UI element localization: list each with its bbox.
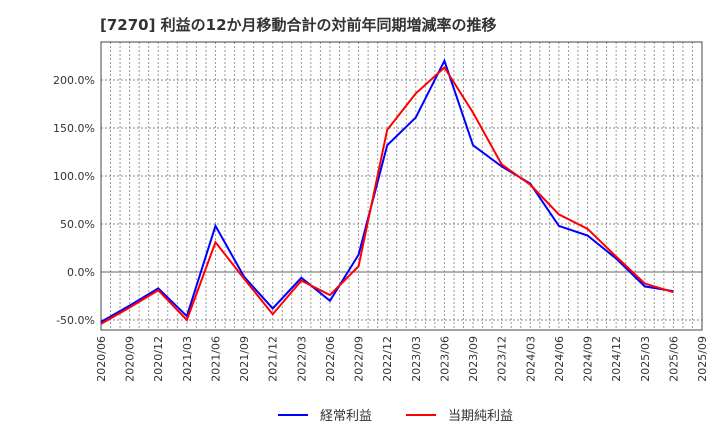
x-tick-label: 2021/09 xyxy=(238,336,251,382)
x-tick-label: 2020/06 xyxy=(95,336,108,382)
x-tick-label: 2025/09 xyxy=(696,336,709,382)
x-tick-label: 2024/03 xyxy=(524,336,537,382)
y-tick-label: 150.0% xyxy=(53,122,95,135)
x-tick-label: 2022/06 xyxy=(324,336,337,382)
x-tick-label: 2024/12 xyxy=(610,336,623,382)
y-tick-label: 50.0% xyxy=(60,218,95,231)
x-tick-label: 2023/12 xyxy=(496,336,509,382)
y-tick-label: 200.0% xyxy=(53,74,95,87)
chart-title: [7270] 利益の12か月移動合計の対前年同期増減率の推移 xyxy=(100,16,497,34)
x-tick-label: 2025/06 xyxy=(667,336,680,382)
x-tick-label: 2022/12 xyxy=(381,336,394,382)
x-tick-label: 2020/09 xyxy=(124,336,137,382)
x-tick-label: 2022/03 xyxy=(295,336,308,382)
x-tick-label: 2024/09 xyxy=(582,336,595,382)
x-tick-label: 2024/06 xyxy=(553,336,566,382)
legend-label: 当期純利益 xyxy=(448,409,513,424)
x-tick-label: 2021/12 xyxy=(267,336,280,382)
plot-frame xyxy=(100,41,703,331)
y-tick-label: 0.0% xyxy=(67,266,95,279)
x-tick-label: 2023/09 xyxy=(467,336,480,382)
x-tick-label: 2021/03 xyxy=(181,336,194,382)
x-tick-label: 2022/09 xyxy=(353,336,366,382)
x-tick-label: 2020/12 xyxy=(152,336,165,382)
x-tick-label: 2023/06 xyxy=(438,336,451,382)
y-tick-label: 100.0% xyxy=(53,170,95,183)
x-tick-label: 2025/03 xyxy=(639,336,652,382)
x-tick-label: 2023/03 xyxy=(410,336,423,382)
y-tick-label: -50.0% xyxy=(56,314,95,327)
series-line-当期純利益 xyxy=(100,65,674,325)
x-tick-label: 2021/06 xyxy=(209,336,222,382)
series-line-経常利益 xyxy=(100,58,674,323)
legend-label: 経常利益 xyxy=(320,409,372,424)
